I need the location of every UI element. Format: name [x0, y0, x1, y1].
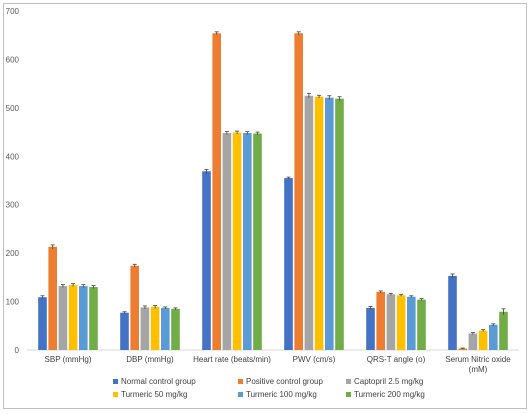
y-tick-label: 500 — [6, 104, 20, 113]
y-tick-label: 600 — [6, 55, 20, 64]
legend-swatch — [113, 392, 118, 397]
legend-label: Turmeric 100 mg/kg — [246, 390, 317, 399]
bar — [232, 132, 242, 350]
x-tick-label: DBP (mmHg) — [126, 355, 174, 364]
bar — [68, 285, 78, 350]
legend-swatch — [238, 392, 243, 397]
x-tick-label: QRS-T angle (o) — [367, 355, 426, 364]
bar — [253, 133, 262, 350]
y-axis: 0 100 200 300 400 500 600 700 — [6, 7, 519, 355]
bar — [499, 311, 508, 350]
bar — [448, 275, 457, 350]
bar — [489, 324, 498, 350]
bar — [150, 306, 160, 350]
y-tick-label: 100 — [6, 298, 20, 307]
y-tick-label: 700 — [6, 7, 20, 16]
y-tick-label: 400 — [6, 152, 20, 161]
y-tick-label: 0 — [15, 346, 20, 355]
x-axis-labels: SBP (mmHg) DBP (mmHg) Heart rate (beats/mi… — [45, 355, 512, 374]
x-tick-label: (mM) — [469, 365, 488, 374]
bar — [468, 333, 478, 350]
bar — [325, 97, 334, 351]
bar — [458, 348, 467, 350]
bar — [171, 308, 180, 350]
x-tick-label: SBP (mmHg) — [45, 355, 92, 364]
bar — [407, 296, 416, 350]
bar — [140, 307, 150, 350]
bar — [304, 95, 314, 350]
x-tick-label: Heart rate (beats/min) — [193, 355, 271, 364]
bar — [38, 297, 47, 350]
bars-group — [38, 31, 508, 351]
bar — [89, 287, 98, 350]
bar — [386, 294, 396, 350]
legend-label: Turmeric 200 mg/kg — [354, 390, 425, 399]
bar — [396, 295, 406, 350]
bar — [48, 246, 57, 350]
bar — [417, 299, 426, 350]
bar — [212, 33, 221, 351]
bar — [376, 291, 385, 350]
legend-swatch — [346, 392, 351, 397]
legend-swatch — [113, 379, 118, 384]
bar — [314, 96, 324, 351]
bar — [58, 286, 68, 350]
x-tick-label: PWV (cm/s) — [293, 355, 336, 364]
bar — [335, 98, 344, 350]
bar — [202, 171, 211, 350]
bar — [243, 133, 252, 350]
bar — [478, 330, 488, 350]
legend-swatch — [238, 379, 243, 384]
legend-swatch — [346, 379, 351, 384]
legend-label: Turmeric 50 mg/kg — [121, 390, 187, 399]
bar — [284, 178, 293, 350]
legend-label: Captopril 2.5 mg/kg — [354, 377, 423, 386]
bar — [294, 33, 303, 351]
y-tick-label: 300 — [6, 201, 20, 210]
bar — [222, 133, 232, 350]
bar — [366, 307, 375, 350]
bar — [120, 312, 129, 350]
y-tick-label: 200 — [6, 249, 20, 258]
legend-label: Positive control group — [246, 377, 323, 386]
bar — [161, 307, 170, 350]
bar — [79, 286, 88, 350]
bar — [130, 265, 139, 350]
legend-label: Normal control group — [121, 377, 196, 386]
legend: Normal control group Positive control gro… — [113, 377, 425, 399]
x-tick-label: Serum Nitric oxide — [445, 355, 511, 364]
